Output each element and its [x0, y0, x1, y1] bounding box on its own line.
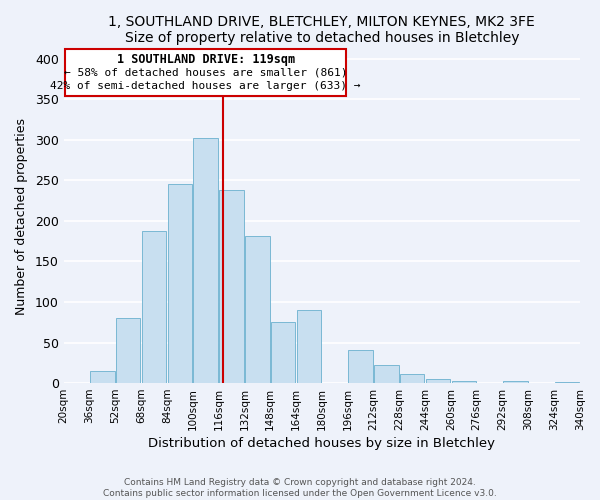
Bar — [374, 365, 398, 383]
Title: 1, SOUTHLAND DRIVE, BLETCHLEY, MILTON KEYNES, MK2 3FE
Size of property relative : 1, SOUTHLAND DRIVE, BLETCHLEY, MILTON KE… — [109, 15, 535, 45]
Bar — [349, 350, 373, 383]
Y-axis label: Number of detached properties: Number of detached properties — [15, 118, 28, 316]
Bar — [400, 374, 424, 383]
Bar — [296, 310, 321, 383]
Text: 1 SOUTHLAND DRIVE: 119sqm: 1 SOUTHLAND DRIVE: 119sqm — [116, 53, 295, 66]
Bar — [503, 382, 528, 383]
Bar — [116, 318, 140, 383]
Bar — [426, 379, 450, 383]
Text: Contains HM Land Registry data © Crown copyright and database right 2024.
Contai: Contains HM Land Registry data © Crown c… — [103, 478, 497, 498]
Bar — [193, 138, 218, 383]
Bar — [452, 380, 476, 383]
Bar — [142, 230, 166, 383]
Bar — [271, 322, 295, 383]
Bar — [245, 236, 269, 383]
Bar — [219, 190, 244, 383]
Bar — [555, 382, 580, 383]
Bar — [167, 184, 192, 383]
Bar — [90, 371, 115, 383]
X-axis label: Distribution of detached houses by size in Bletchley: Distribution of detached houses by size … — [148, 437, 496, 450]
Text: ← 58% of detached houses are smaller (861): ← 58% of detached houses are smaller (86… — [64, 68, 347, 78]
Text: 42% of semi-detached houses are larger (633) →: 42% of semi-detached houses are larger (… — [50, 80, 361, 90]
FancyBboxPatch shape — [65, 49, 346, 96]
